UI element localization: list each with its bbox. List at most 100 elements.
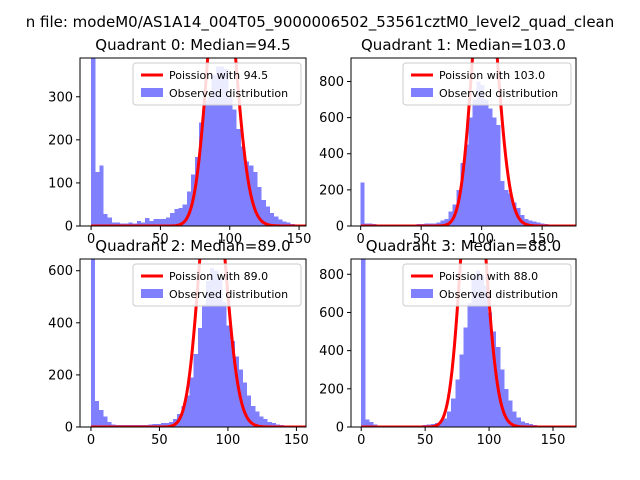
histogram-bar — [496, 124, 501, 226]
histogram-bar — [247, 395, 252, 427]
x-tick-label: 150 — [530, 232, 555, 247]
legend: Poission with 94.5 Observed distribution — [132, 62, 302, 106]
legend-fit-label: Poission with 103.0 — [439, 69, 545, 82]
legend-hist-label: Observed distribution — [169, 87, 288, 100]
histogram-bar — [438, 421, 444, 427]
legend: Poission with 89.0 Observed distribution — [132, 263, 302, 307]
histogram-bar — [475, 270, 480, 427]
histogram-bar — [360, 182, 365, 226]
histogram-bar — [99, 410, 104, 427]
legend-hist-label: Observed distribution — [439, 87, 558, 100]
legend-fit-label: Poission with 94.5 — [169, 69, 268, 82]
histogram-bar — [128, 222, 133, 226]
histogram-bar — [164, 423, 170, 427]
histogram-bar — [99, 165, 104, 226]
histogram-bar — [95, 400, 100, 427]
x-tick-label: 0 — [87, 232, 95, 247]
histogram-bar — [369, 422, 374, 427]
histogram-bar — [492, 331, 497, 427]
histogram-bar — [181, 406, 186, 427]
subplot-quadrant-3: 0 50 100 150 0 200 400 600 800 Quadrant 3: Median… — [319, 237, 577, 448]
histogram-bar — [483, 285, 489, 427]
histogram-bar — [444, 218, 449, 226]
histogram-bar — [480, 85, 485, 226]
histogram-bar — [242, 382, 248, 427]
subplot-quadrant-0: 0 50 100 150 0 100 200 300 Quadrant 0: Median=94… — [48, 36, 311, 247]
y-tick-label: 0 — [65, 220, 73, 235]
histogram-bar — [512, 202, 517, 226]
histogram-bar — [508, 400, 513, 427]
y-tick-label: 400 — [319, 147, 344, 162]
histogram-bar — [244, 161, 250, 226]
legend-box — [132, 62, 302, 106]
histogram-bar — [265, 206, 270, 226]
subplots-grid: 0 50 100 150 0 100 200 300 Quadrant 0: Median=94… — [48, 36, 577, 448]
histogram-bar — [107, 421, 112, 427]
histogram-bar — [263, 419, 268, 427]
legend-hist-label: Observed distribution — [169, 288, 288, 301]
x-tick-label: 50 — [151, 433, 168, 448]
histogram-bar — [459, 354, 464, 427]
histogram-bar — [253, 172, 258, 226]
histogram-bar — [479, 274, 484, 427]
histogram-bar — [152, 423, 157, 427]
histogram-bar — [236, 129, 241, 226]
x-tick-label: 150 — [541, 433, 566, 448]
histogram-bar — [174, 208, 179, 226]
histogram-bar — [107, 217, 112, 226]
x-tick-label: 100 — [477, 433, 502, 448]
histogram-bar — [136, 220, 142, 226]
histogram-bar — [189, 377, 194, 427]
y-tick-label: 600 — [319, 306, 344, 321]
legend-hist-swatch — [411, 289, 433, 298]
subplot-quadrant-1: 0 50 100 150 0 200 400 600 800 Quadrant 1: Median… — [319, 36, 577, 247]
histogram-bar — [170, 213, 175, 226]
histogram-bar — [210, 268, 215, 427]
histogram-bar — [267, 421, 272, 427]
histogram-bar — [226, 325, 231, 427]
legend-box — [132, 263, 302, 307]
histogram-bar — [488, 312, 493, 427]
histogram-bar — [365, 419, 370, 427]
histogram-bar — [95, 172, 100, 226]
histogram-bar — [536, 222, 541, 226]
histogram-bar — [436, 222, 441, 226]
histogram-bar — [468, 117, 473, 226]
legend: Poission with 88.0 Observed distribution — [402, 263, 572, 307]
histogram-bar — [259, 416, 264, 427]
axes-frame — [350, 57, 577, 227]
histogram-bar — [234, 356, 239, 427]
y-tick-label: 800 — [319, 75, 344, 90]
histogram-bar — [448, 211, 453, 226]
histogram-bar — [282, 221, 287, 226]
y-tick-label: 800 — [319, 268, 344, 283]
x-tick-label: 50 — [152, 232, 169, 247]
histogram-bar — [199, 122, 204, 226]
histogram-bar — [484, 99, 489, 226]
histogram-bar — [232, 109, 237, 226]
y-tick-label: 400 — [319, 344, 344, 359]
histogram-bar — [524, 423, 529, 427]
histogram-bar — [269, 213, 275, 226]
legend: Poission with 103.0 Observed distribution — [402, 62, 572, 106]
legend-hist-swatch — [141, 289, 163, 298]
legend-hist-label: Observed distribution — [439, 288, 558, 301]
legend-fit-label: Poission with 89.0 — [169, 270, 268, 283]
x-tick-label: 50 — [417, 433, 434, 448]
histogram-bar — [228, 96, 233, 226]
histogram-bar — [111, 222, 117, 226]
histogram-bar — [224, 68, 229, 226]
axes-frame — [350, 258, 577, 428]
histogram-bar — [278, 219, 283, 226]
histogram-bar — [516, 417, 521, 427]
figure-suptitle: n file: modeM0/AS1A14_004T05_9000006502_… — [26, 13, 615, 32]
histogram-bar — [161, 219, 166, 226]
histogram-bar — [467, 302, 472, 427]
histogram-bar — [103, 213, 108, 226]
histogram-bar — [206, 281, 211, 427]
histogram-bar — [464, 144, 469, 226]
histogram-bar — [451, 398, 456, 427]
histogram-bar — [274, 216, 279, 226]
histogram-bar — [186, 191, 191, 226]
histogram-bar — [504, 189, 509, 226]
